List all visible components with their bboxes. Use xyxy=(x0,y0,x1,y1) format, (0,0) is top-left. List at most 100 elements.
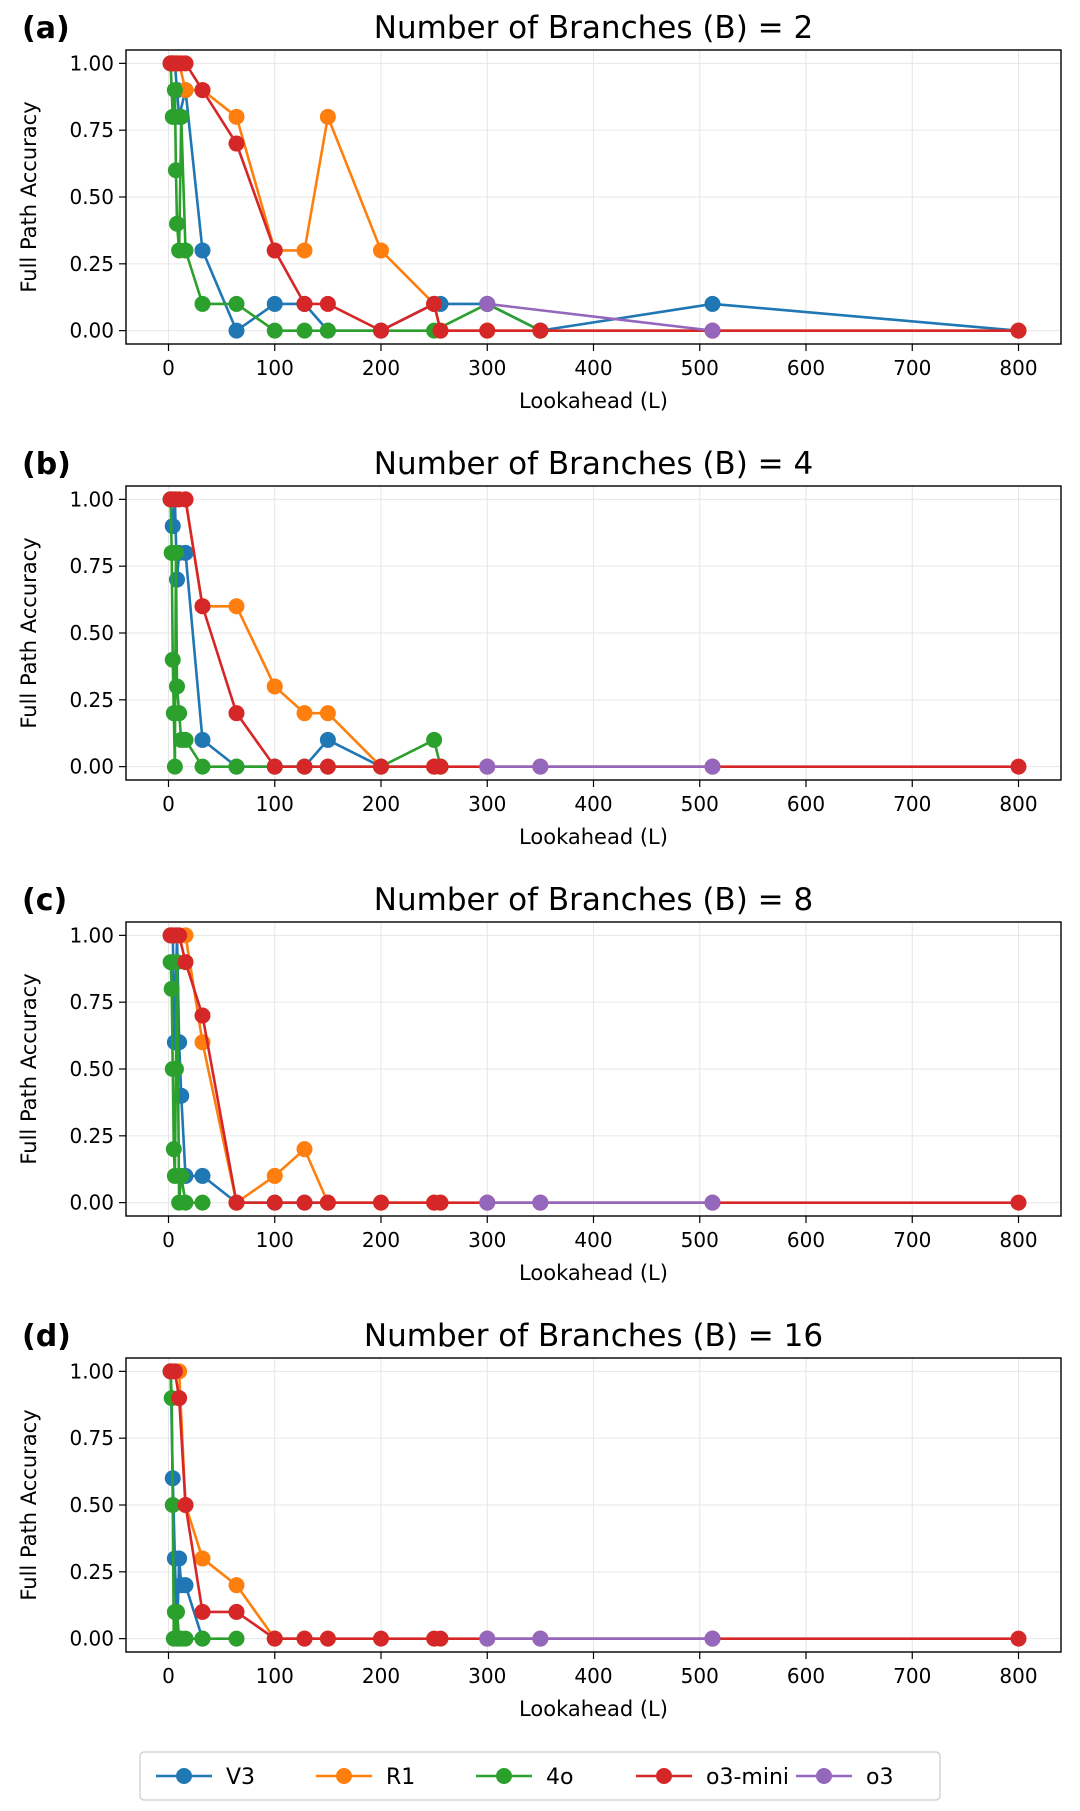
series-group xyxy=(162,491,1027,775)
data-point-o3-mini xyxy=(319,758,336,775)
x-tick-label: 500 xyxy=(681,792,719,816)
data-point-o3-mini xyxy=(266,758,283,775)
data-point-4o xyxy=(173,1167,190,1184)
data-point-4o xyxy=(228,295,245,312)
data-point-r1 xyxy=(228,598,245,615)
panel-c: (c) Number of Branches (B) = 8 0 100 200 300 4… xyxy=(17,882,1062,1285)
legend-marker xyxy=(496,1768,512,1784)
data-point-o3-mini xyxy=(194,82,211,99)
x-axis-label: Lookahead (L) xyxy=(519,389,668,413)
data-point-o3-mini xyxy=(177,954,194,971)
legend-marker xyxy=(656,1768,672,1784)
data-point-o3 xyxy=(704,322,721,339)
data-point-o3-mini xyxy=(194,598,211,615)
data-point-o3 xyxy=(479,1630,496,1647)
y-tick-label: 0.50 xyxy=(69,1057,114,1081)
x-tick-label: 400 xyxy=(574,792,612,816)
data-point-4o xyxy=(194,758,211,775)
legend-box xyxy=(139,1751,941,1801)
data-point-o3-mini xyxy=(296,1194,313,1211)
data-point-o3-mini xyxy=(228,705,245,722)
x-tick-label: 600 xyxy=(787,1664,825,1688)
data-point-v3 xyxy=(228,322,245,339)
y-tick-label: 0.75 xyxy=(69,554,114,578)
data-point-o3 xyxy=(704,758,721,775)
data-point-o3-mini xyxy=(1010,1630,1027,1647)
data-point-o3-mini xyxy=(479,322,496,339)
legend-item-o3: o3 xyxy=(796,1765,893,1790)
data-point-o3-mini xyxy=(532,322,549,339)
data-point-4o xyxy=(319,322,336,339)
x-tick-label: 0 xyxy=(162,792,175,816)
x-tick-label: 400 xyxy=(574,356,612,380)
y-tick-label: 0.25 xyxy=(69,252,114,276)
data-point-o3-mini xyxy=(171,927,188,944)
data-point-o3-mini xyxy=(319,295,336,312)
legend-item-4o: 4o xyxy=(476,1765,573,1790)
y-axis-label: Full Path Accuracy xyxy=(17,973,41,1164)
data-point-v3 xyxy=(194,1167,211,1184)
x-tick-label: 300 xyxy=(468,1228,506,1252)
data-point-4o xyxy=(228,1630,245,1647)
x-tick-label: 200 xyxy=(362,356,400,380)
data-point-r1 xyxy=(266,678,283,695)
data-point-r1 xyxy=(228,108,245,125)
legend-marker xyxy=(816,1768,832,1784)
data-point-o3-mini xyxy=(296,295,313,312)
data-point-v3 xyxy=(319,731,336,748)
data-point-o3 xyxy=(532,1630,549,1647)
data-point-o3-mini xyxy=(228,1603,245,1620)
data-point-4o xyxy=(167,162,184,179)
data-point-4o xyxy=(228,758,245,775)
data-point-o3-mini xyxy=(373,1194,389,1211)
data-point-o3-mini xyxy=(432,1630,449,1647)
x-tick-label: 0 xyxy=(162,1228,175,1252)
y-axis-label: Full Path Accuracy xyxy=(17,101,41,292)
data-point-4o xyxy=(163,980,180,997)
x-tick-label: 0 xyxy=(162,356,175,380)
panel-label: (d) xyxy=(22,1319,71,1354)
series-line-o3 xyxy=(487,302,713,332)
data-point-4o xyxy=(166,758,183,775)
panel-label: (c) xyxy=(22,883,67,918)
chart-title: Number of Branches (B) = 2 xyxy=(374,10,813,46)
data-point-o3-mini xyxy=(166,1363,183,1380)
data-point-4o xyxy=(169,1603,185,1620)
data-point-4o xyxy=(164,1497,181,1513)
series-o3 xyxy=(479,758,721,775)
series-o3 xyxy=(479,1630,721,1647)
x-tick-label: 0 xyxy=(162,1664,175,1688)
data-point-r1 xyxy=(228,1577,245,1594)
y-tick-label: 0.00 xyxy=(69,1627,114,1651)
y-tick-label: 0.75 xyxy=(69,118,114,142)
data-point-4o xyxy=(166,82,183,99)
data-point-o3-mini xyxy=(171,1390,188,1407)
x-tick-label: 200 xyxy=(362,792,400,816)
x-tick-label: 400 xyxy=(574,1228,612,1252)
legend-label: V3 xyxy=(226,1765,255,1790)
y-tick-label: 1.00 xyxy=(69,487,114,511)
series-line-v3 xyxy=(169,498,441,768)
series-group xyxy=(162,927,1027,1211)
data-point-r1 xyxy=(296,1141,313,1158)
data-point-o3 xyxy=(532,758,549,775)
y-tick-label: 0.25 xyxy=(69,1124,114,1148)
data-point-r1 xyxy=(296,242,313,259)
x-tick-label: 300 xyxy=(468,792,506,816)
data-point-4o xyxy=(194,1630,211,1647)
data-point-r1 xyxy=(319,108,336,125)
data-point-o3 xyxy=(479,758,496,775)
data-point-o3-mini xyxy=(426,295,443,312)
x-tick-label: 100 xyxy=(256,1228,294,1252)
x-tick-label: 100 xyxy=(256,356,294,380)
x-tick-label: 100 xyxy=(256,792,294,816)
data-point-o3-mini xyxy=(266,1630,283,1647)
data-point-4o xyxy=(171,705,188,722)
data-point-r1 xyxy=(296,705,313,722)
legend-label: R1 xyxy=(386,1765,415,1790)
legend-item-o3-mini: o3-mini xyxy=(636,1765,789,1790)
data-point-o3 xyxy=(532,1194,549,1211)
x-tick-label: 200 xyxy=(362,1228,400,1252)
data-point-o3 xyxy=(479,295,496,312)
x-tick-label: 500 xyxy=(681,356,719,380)
